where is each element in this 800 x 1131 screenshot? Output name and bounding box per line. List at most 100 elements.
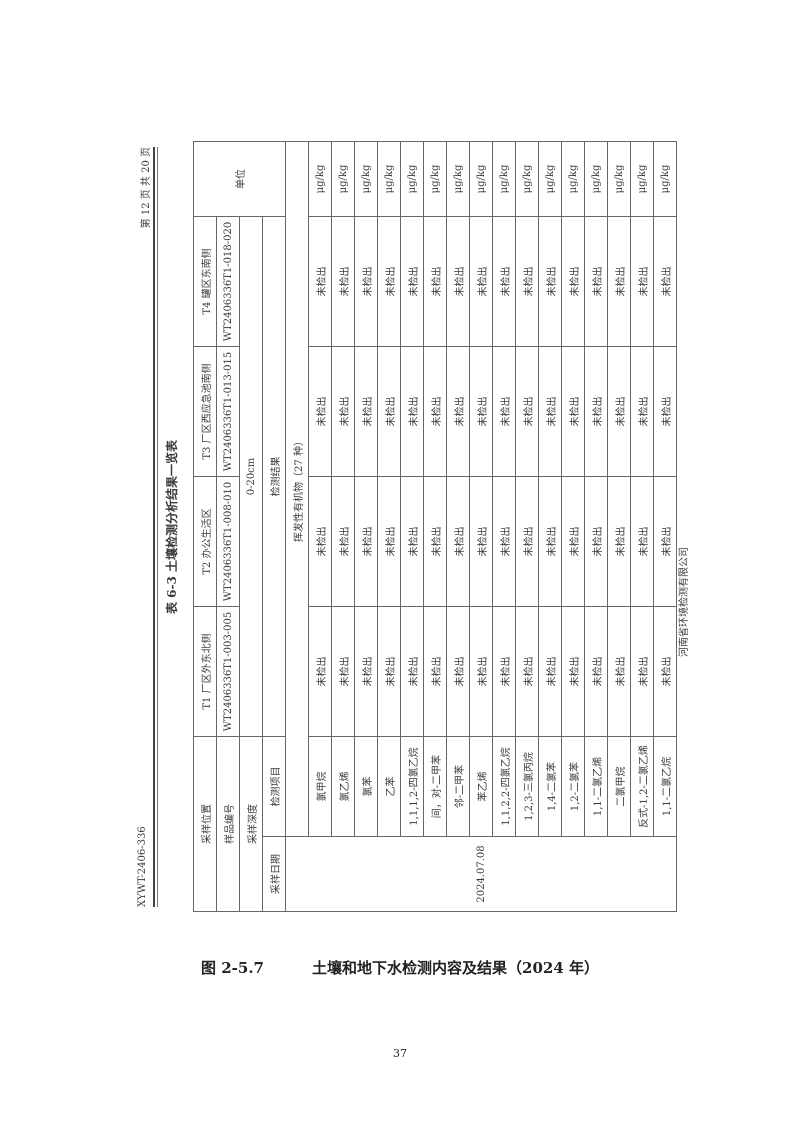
header-rule — [153, 147, 155, 907]
item-name: 1,1,2,2-四氯乙烷 — [492, 736, 516, 837]
item-name: 1,2,3-三氯丙烷 — [515, 736, 539, 837]
result-value: 未检出 — [653, 606, 677, 737]
unit-value: μg/kg — [653, 141, 677, 217]
result-value: 未检出 — [331, 476, 355, 607]
result-value: 未检出 — [354, 606, 378, 737]
result-value: 未检出 — [400, 346, 424, 477]
table-row: 邻-二甲苯 未检出 未检出 未检出 未检出 μg/kg — [446, 141, 470, 912]
result-value: 未检出 — [377, 606, 401, 737]
table-row: 氯乙烯 未检出 未检出 未检出 未检出 μg/kg — [331, 141, 355, 912]
result-value: 未检出 — [423, 606, 447, 737]
item-name: 苯乙烯 — [469, 736, 493, 837]
figure-caption: 图 2-5.7 土壤和地下水检测内容及结果（2024 年） — [0, 957, 800, 978]
result-value: 未检出 — [377, 216, 401, 347]
sample-no: WT2406336T1-018-020 — [216, 216, 240, 347]
page-info: 第 12 页 共 20 页 — [141, 147, 152, 229]
result-value: 未检出 — [607, 606, 631, 737]
depth-label: 采样深度 — [239, 736, 263, 912]
table-row: 1,1,1,2-四氯乙烷 未检出 未检出 未检出 未检出 μg/kg — [400, 141, 424, 912]
unit-value: μg/kg — [630, 141, 654, 217]
unit-value: μg/kg — [331, 141, 355, 217]
result-value: 未检出 — [469, 216, 493, 347]
header-rule-thin — [157, 147, 158, 907]
sample-no-label: 样品编号 — [216, 736, 240, 912]
result-value: 未检出 — [630, 346, 654, 477]
result-value: 未检出 — [607, 216, 631, 347]
table-row: 1,1,2,2-四氯乙烷 未检出 未检出 未检出 未检出 μg/kg — [492, 141, 516, 912]
item-name: 反式-1,2-二氯乙烯 — [630, 736, 654, 837]
unit-value: μg/kg — [400, 141, 424, 217]
group-row: 2024.07.08 挥发性有机物（27 种） — [285, 141, 677, 912]
table-row: 1,4-二氯苯 未检出 未检出 未检出 未检出 μg/kg — [538, 141, 562, 912]
unit-value: μg/kg — [423, 141, 447, 217]
unit-value: μg/kg — [308, 141, 332, 217]
result-value: 未检出 — [308, 346, 332, 477]
table-row: 1,2,3-三氯丙烷 未检出 未检出 未检出 未检出 μg/kg — [515, 141, 539, 912]
item-name: 1,1,1,2-四氯乙烷 — [400, 736, 424, 837]
result-value: 未检出 — [630, 476, 654, 607]
result-value: 未检出 — [584, 216, 608, 347]
company-name: 河南省环境检测有限公司 — [679, 547, 690, 657]
table-row: 1,1-二氯乙烷 未检出 未检出 未检出 未检出 μg/kg — [653, 141, 677, 912]
result-value: 未检出 — [308, 606, 332, 737]
item-name: 氯苯 — [354, 736, 378, 837]
item-name: 邻-二甲苯 — [446, 736, 470, 837]
result-value: 未检出 — [561, 346, 585, 477]
table-row: 氯甲烷 未检出 未检出 未检出 未检出 μg/kg — [308, 141, 332, 912]
result-value: 未检出 — [538, 346, 562, 477]
unit-value: μg/kg — [469, 141, 493, 217]
result-value: 未检出 — [584, 476, 608, 607]
result-value: 未检出 — [400, 606, 424, 737]
site-location: T4 罐区东南侧 — [193, 216, 217, 347]
result-value: 未检出 — [515, 606, 539, 737]
date-label: 采样日期 — [262, 836, 286, 912]
result-value: 未检出 — [561, 216, 585, 347]
site-location: T2 办公生活区 — [193, 476, 217, 607]
unit-value: μg/kg — [607, 141, 631, 217]
location-label: 采样位置 — [193, 736, 217, 912]
result-value: 未检出 — [492, 346, 516, 477]
figure-number: 图 2-5.7 — [201, 959, 264, 977]
unit-value: μg/kg — [561, 141, 585, 217]
result-value: 未检出 — [331, 346, 355, 477]
result-value: 未检出 — [400, 476, 424, 607]
result-value: 未检出 — [331, 216, 355, 347]
item-name: 1,1-二氯乙烷 — [653, 736, 677, 837]
result-value: 未检出 — [377, 476, 401, 607]
result-value: 未检出 — [607, 476, 631, 607]
unit-value: μg/kg — [538, 141, 562, 217]
result-value: 未检出 — [630, 606, 654, 737]
result-value: 未检出 — [515, 216, 539, 347]
item-name: 氯乙烯 — [331, 736, 355, 837]
unit-value: μg/kg — [492, 141, 516, 217]
site-location: T3 厂区西应急池南侧 — [193, 346, 217, 477]
result-value: 未检出 — [446, 346, 470, 477]
item-name: 二氯甲烷 — [607, 736, 631, 837]
result-value: 未检出 — [561, 476, 585, 607]
result-value: 未检出 — [469, 476, 493, 607]
result-value: 未检出 — [446, 476, 470, 607]
result-value: 未检出 — [400, 216, 424, 347]
table-title: 表 6-3 土壤检测分析结果一览表 — [165, 439, 179, 615]
group-label: 挥发性有机物（27 种） — [285, 141, 309, 837]
result-value: 未检出 — [653, 346, 677, 477]
table-row: 氯苯 未检出 未检出 未检出 未检出 μg/kg — [354, 141, 378, 912]
result-value: 未检出 — [308, 476, 332, 607]
item-name: 氯甲烷 — [308, 736, 332, 837]
soil-results-table: 采样位置 T1 厂区外东北侧 T2 办公生活区 T3 厂区西应急池南侧 T4 罐… — [193, 141, 677, 912]
table-row: 二氯甲烷 未检出 未检出 未检出 未检出 μg/kg — [607, 141, 631, 912]
depth-row: 采样深度 0-20cm — [239, 142, 263, 912]
result-value: 未检出 — [423, 476, 447, 607]
result-value: 未检出 — [607, 346, 631, 477]
result-value: 未检出 — [515, 476, 539, 607]
item-name: 乙苯 — [377, 736, 401, 837]
result-value: 未检出 — [423, 346, 447, 477]
table-row: 苯乙烯 未检出 未检出 未检出 未检出 μg/kg — [469, 141, 493, 912]
unit-value: μg/kg — [584, 141, 608, 217]
unit-header: 单位 — [193, 141, 286, 217]
result-value: 未检出 — [515, 346, 539, 477]
sample-no: WT2406336T1-008-010 — [216, 476, 240, 607]
result-value: 未检出 — [538, 216, 562, 347]
unit-value: μg/kg — [515, 141, 539, 217]
result-value: 未检出 — [492, 606, 516, 737]
